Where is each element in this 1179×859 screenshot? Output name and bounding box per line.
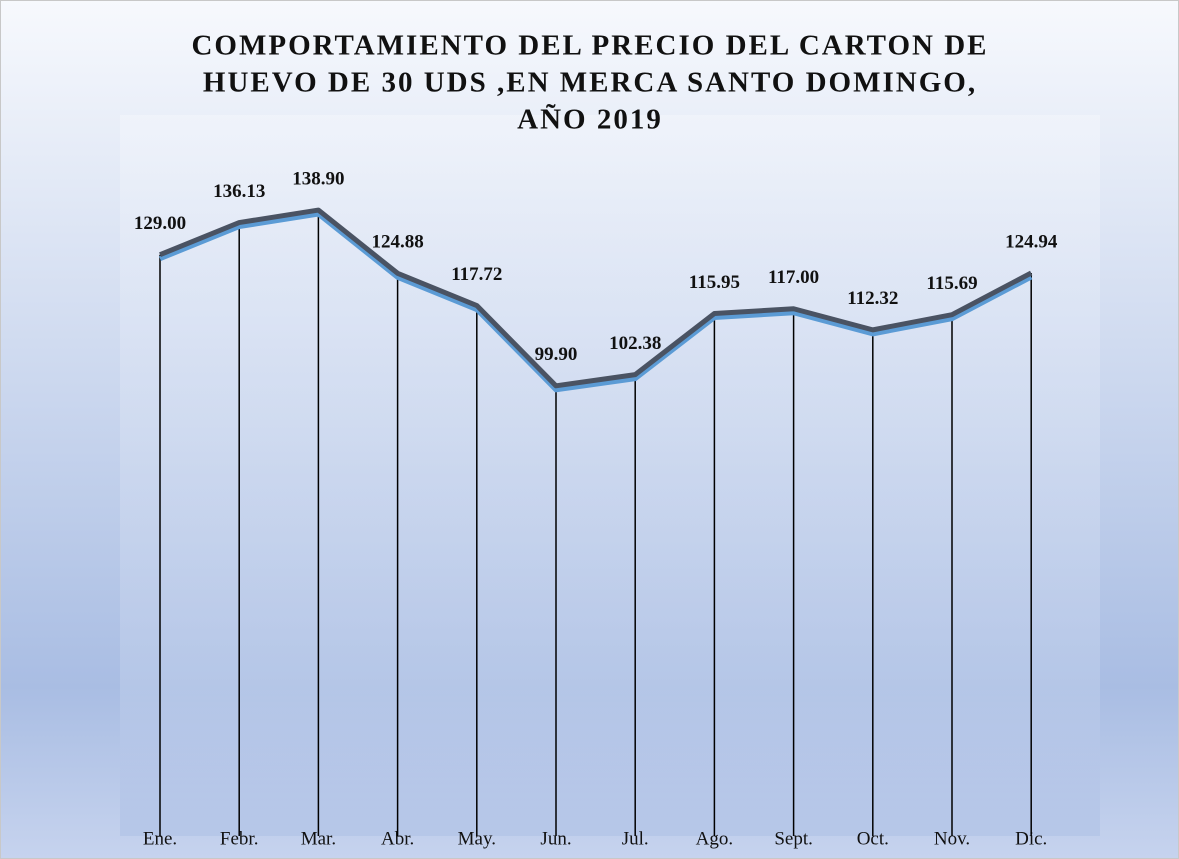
x-tick-label: Mar. (301, 828, 336, 849)
data-label: 136.13 (213, 181, 265, 202)
x-tick-label: Sept. (774, 828, 813, 849)
data-label: 138.90 (292, 168, 344, 189)
data-label: 112.32 (847, 288, 898, 309)
data-label: 115.95 (689, 272, 740, 293)
x-tick-label: Ene. (143, 828, 177, 849)
line (159, 207, 1033, 389)
data-label: 115.69 (926, 273, 977, 294)
x-tick-label: Febr. (220, 828, 259, 849)
data-label: 117.00 (768, 267, 819, 288)
x-tick-label: Nov. (934, 828, 970, 849)
x-tick-label: May. (458, 828, 496, 849)
chart-title: AÑO 2019 (517, 103, 663, 136)
plot-area (120, 115, 1100, 836)
x-tick-label: Abr. (381, 828, 414, 849)
x-tick-label: Jun. (540, 828, 571, 849)
x-tick-label: Dic. (1015, 828, 1047, 849)
data-label: 117.72 (451, 264, 502, 285)
x-tick-label: Jul. (622, 828, 649, 849)
data-label: 124.94 (1005, 231, 1058, 252)
x-tick-label: Ago. (696, 828, 733, 849)
data-label: 99.90 (535, 344, 578, 365)
data-label: 102.38 (609, 333, 661, 354)
data-label: 124.88 (371, 232, 423, 253)
chart-title: HUEVO DE 30 UDS ,EN MERCA SANTO DOMINGO, (203, 67, 977, 99)
chart-title: COMPORTAMIENTO DEL PRECIO DEL CARTON DE (191, 30, 988, 62)
x-tick-label: Oct. (857, 828, 889, 849)
line-shadow (159, 211, 1033, 393)
data-label: 129.00 (134, 213, 186, 234)
